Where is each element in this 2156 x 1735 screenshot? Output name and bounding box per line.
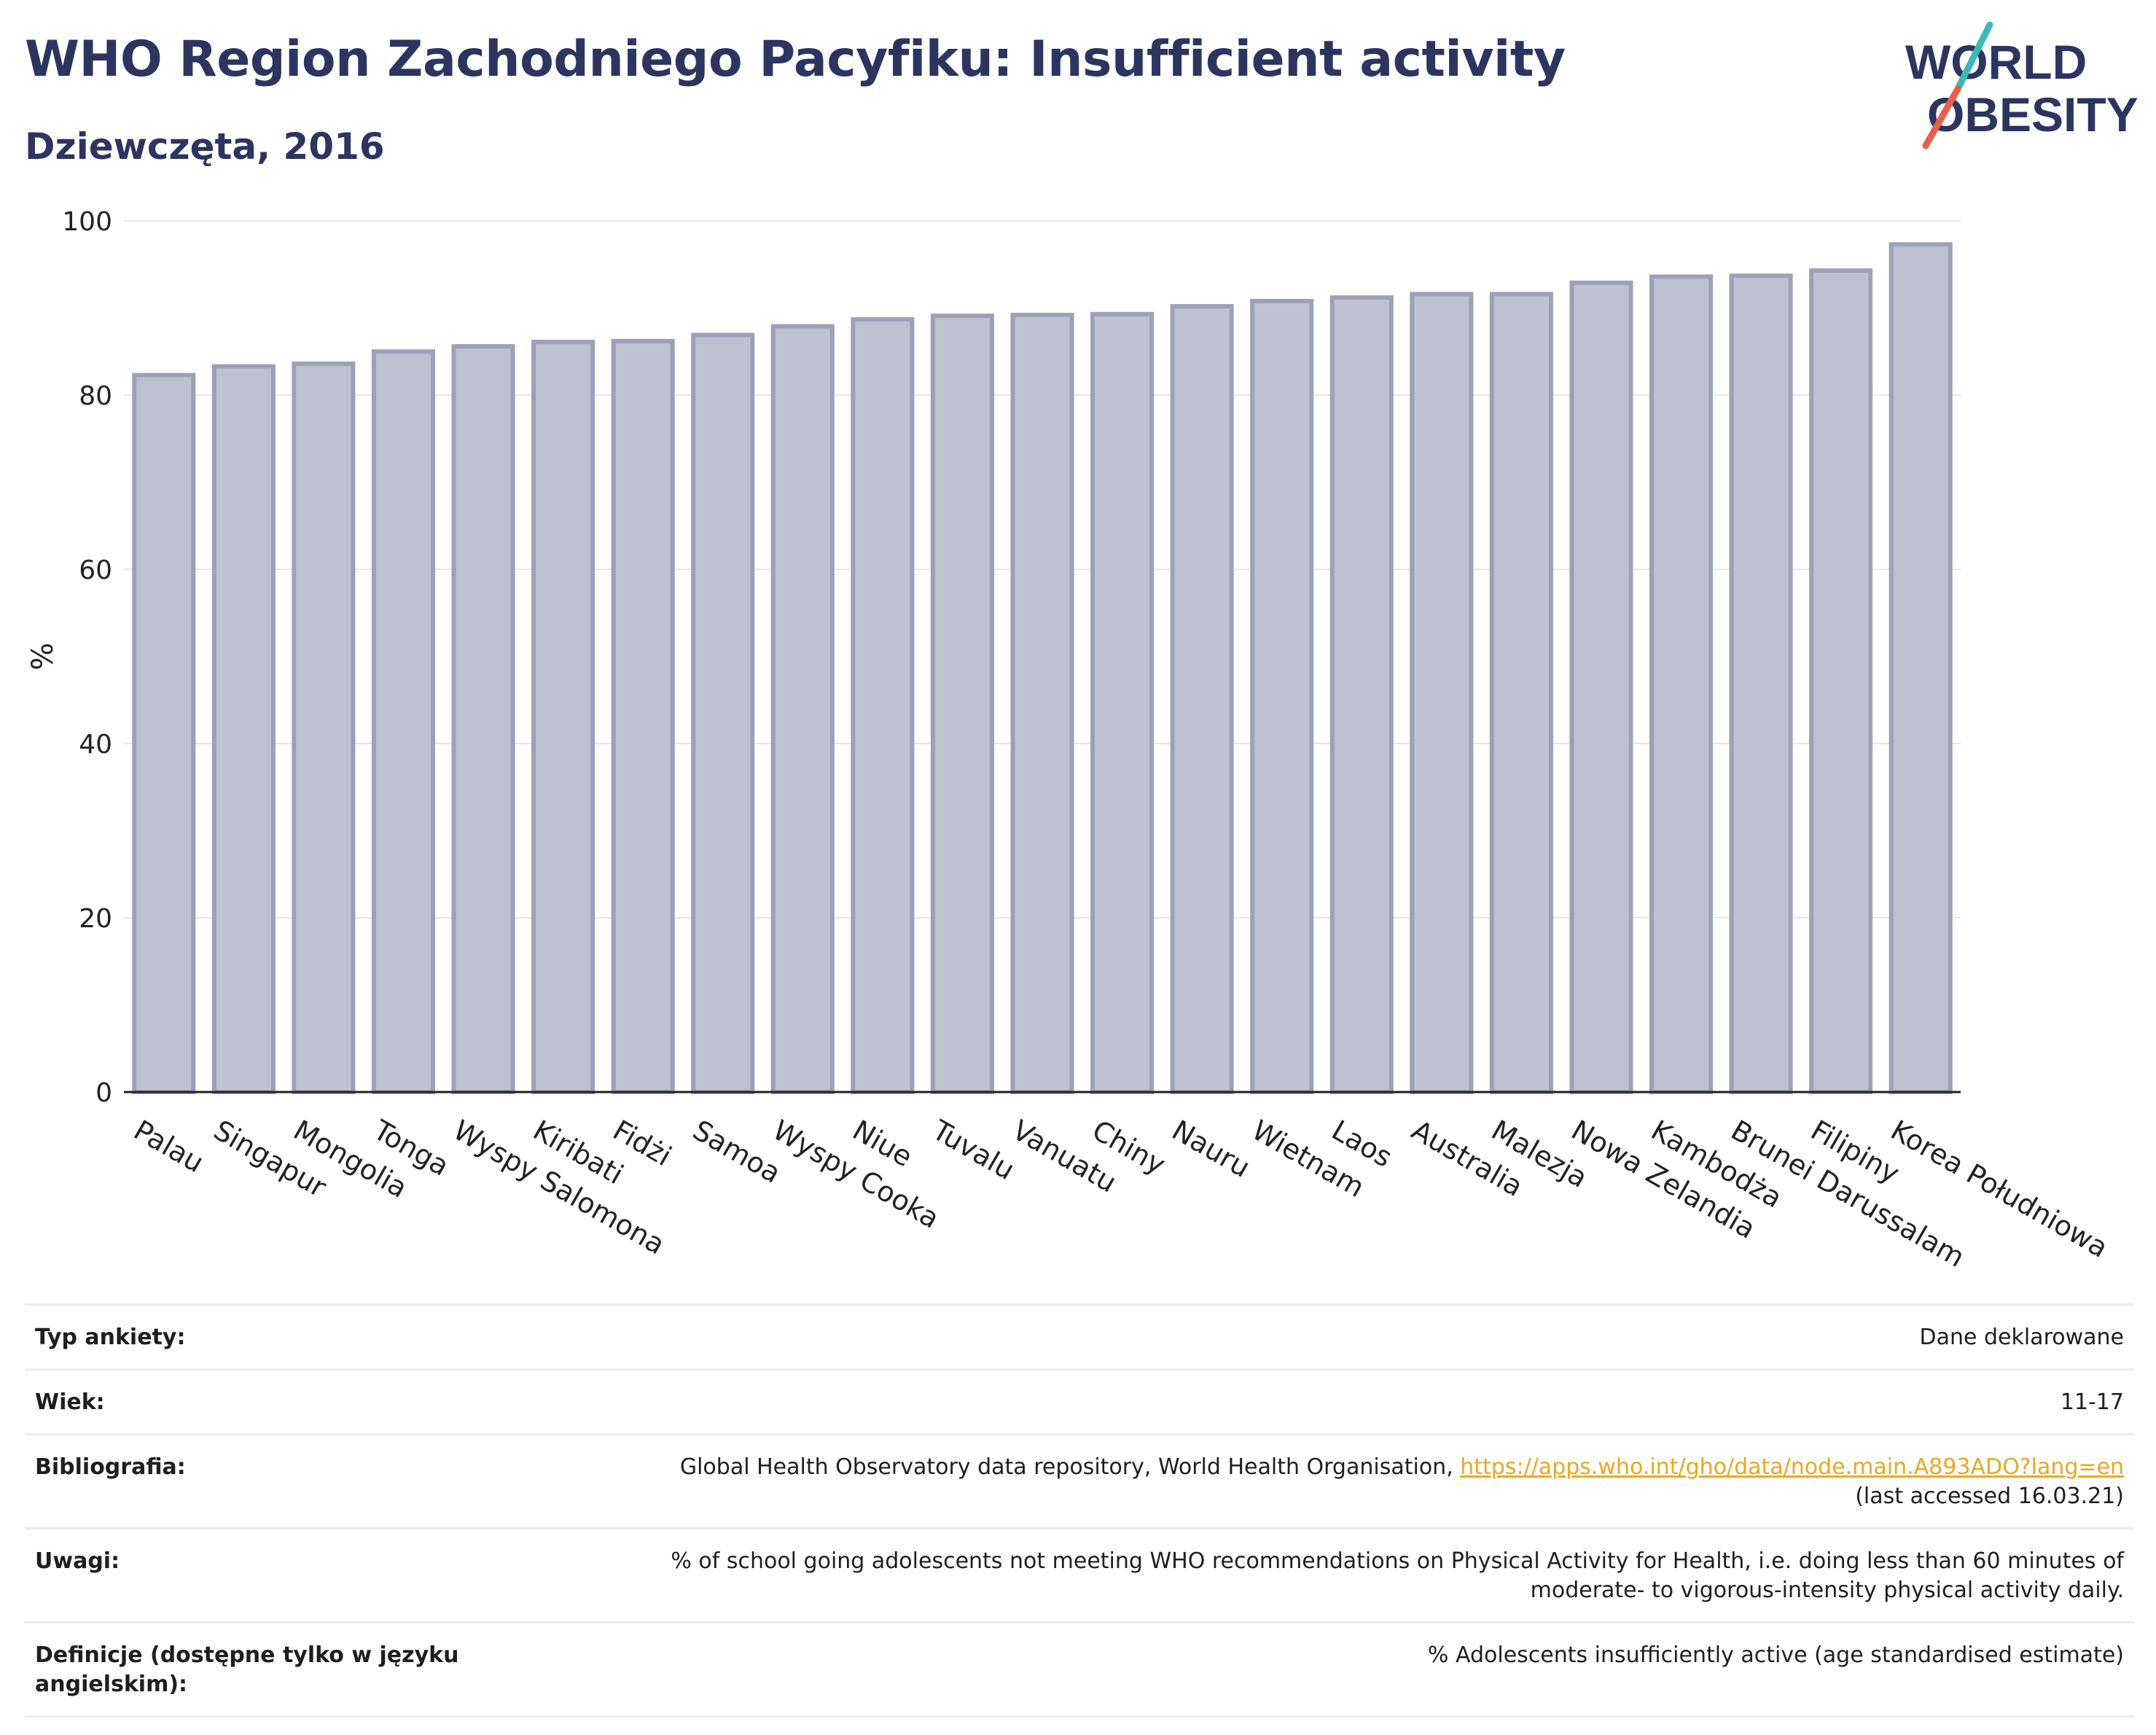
bar-kiribati[interactable] — [531, 340, 595, 1095]
info-row-survey-type: Typ ankiety: Dane deklarowane — [25, 1303, 2134, 1368]
bar-malezja[interactable] — [1489, 292, 1553, 1094]
y-tick-label: 100 — [62, 207, 112, 237]
bar-singapur[interactable] — [211, 364, 276, 1094]
info-label: Typ ankiety: — [35, 1325, 186, 1350]
y-tick-label: 20 — [79, 904, 112, 934]
bar-tonga[interactable] — [371, 349, 436, 1094]
info-table: Typ ankiety: Dane deklarowane Wiek: 11-1… — [25, 1303, 2134, 1718]
bar-wyspy-salomona[interactable] — [451, 344, 515, 1094]
y-tick-label: 80 — [79, 381, 112, 411]
y-tick-label: 40 — [79, 730, 112, 760]
bar-vanuatu[interactable] — [1010, 313, 1074, 1094]
bar-palau[interactable] — [132, 373, 196, 1094]
bar-chiny[interactable] — [1090, 311, 1155, 1094]
notes-line1: % of school going adolescents not meetin… — [671, 1548, 2124, 1574]
info-value: Global Health Observatory data repositor… — [501, 1453, 2124, 1511]
bibliography-accessed: (last accessed 16.03.21) — [1855, 1483, 2124, 1509]
bar-mongolia[interactable] — [292, 361, 356, 1095]
chart-title: WHO Region Zachodniego Pacyfiku: Insuffi… — [25, 31, 1566, 88]
x-tick-label: Palau — [128, 1114, 209, 1179]
logo-line2: OBESITY — [1927, 87, 2139, 141]
info-label: Definicje (dostępne tylko w języku angie… — [35, 1642, 459, 1697]
y-axis-label: % — [26, 642, 60, 670]
logo-line1: WORLD — [1905, 35, 2087, 89]
bar-brunei-darussalam[interactable] — [1729, 273, 1793, 1094]
info-row-bibliography: Bibliografia: Global Health Observatory … — [25, 1433, 2134, 1527]
info-label: Bibliografia: — [35, 1454, 186, 1480]
bibliography-link[interactable]: https://apps.who.int/gho/data/node.main.… — [1460, 1454, 2124, 1480]
info-label: Wiek: — [35, 1389, 105, 1415]
world-obesity-logo: WORLD OBESITY — [1905, 22, 2139, 149]
x-tick-label: Samoa — [687, 1114, 786, 1190]
bar-fidżi[interactable] — [611, 338, 675, 1094]
bar-filipiny[interactable] — [1809, 268, 1873, 1094]
y-tick-label: 0 — [95, 1078, 112, 1108]
chart-subtitle: Dziewczęta, 2016 — [25, 125, 385, 168]
info-value: 11-17 — [2060, 1389, 2124, 1415]
x-tick-label: Nauru — [1167, 1114, 1256, 1184]
bar-korea-południowa[interactable] — [1889, 242, 1953, 1094]
y-tick-labels: 0 20 40 60 80 100 — [62, 207, 112, 1108]
x-tick-label: Tuvalu — [926, 1113, 1020, 1186]
info-value: % Adolescents insufficiently active (age… — [1427, 1642, 2124, 1668]
info-value: Dane deklarowane — [1919, 1325, 2124, 1350]
bars — [132, 242, 1953, 1095]
bar-nauru[interactable] — [1170, 304, 1234, 1094]
info-row-age: Wiek: 11-17 — [25, 1368, 2134, 1433]
bar-tuvalu[interactable] — [930, 313, 994, 1094]
bar-australia[interactable] — [1410, 292, 1474, 1094]
info-row-notes: Uwagi: % of school going adolescents not… — [25, 1527, 2134, 1621]
bar-nowa-zelandia[interactable] — [1569, 280, 1633, 1095]
info-row-definitions: Definicje (dostępne tylko w języku angie… — [25, 1621, 2134, 1718]
y-tick-label: 60 — [79, 555, 112, 585]
bar-laos[interactable] — [1329, 295, 1394, 1094]
bar-wietnam[interactable] — [1250, 298, 1314, 1095]
bar-wyspy-cooka[interactable] — [770, 324, 835, 1095]
bar-kambodża[interactable] — [1649, 274, 1714, 1095]
info-value: % of school going adolescents not meetin… — [501, 1547, 2124, 1605]
bibliography-text: Global Health Observatory data repositor… — [679, 1454, 1461, 1480]
notes-line2: moderate- to vigorous-intensity physical… — [1530, 1578, 2124, 1603]
info-label: Uwagi: — [35, 1548, 120, 1574]
bar-chart: 0 20 40 60 80 100 PalauSingapurMongoliaTongaW… — [26, 207, 2114, 1274]
bar-niue[interactable] — [851, 317, 915, 1094]
bar-samoa[interactable] — [691, 332, 755, 1094]
